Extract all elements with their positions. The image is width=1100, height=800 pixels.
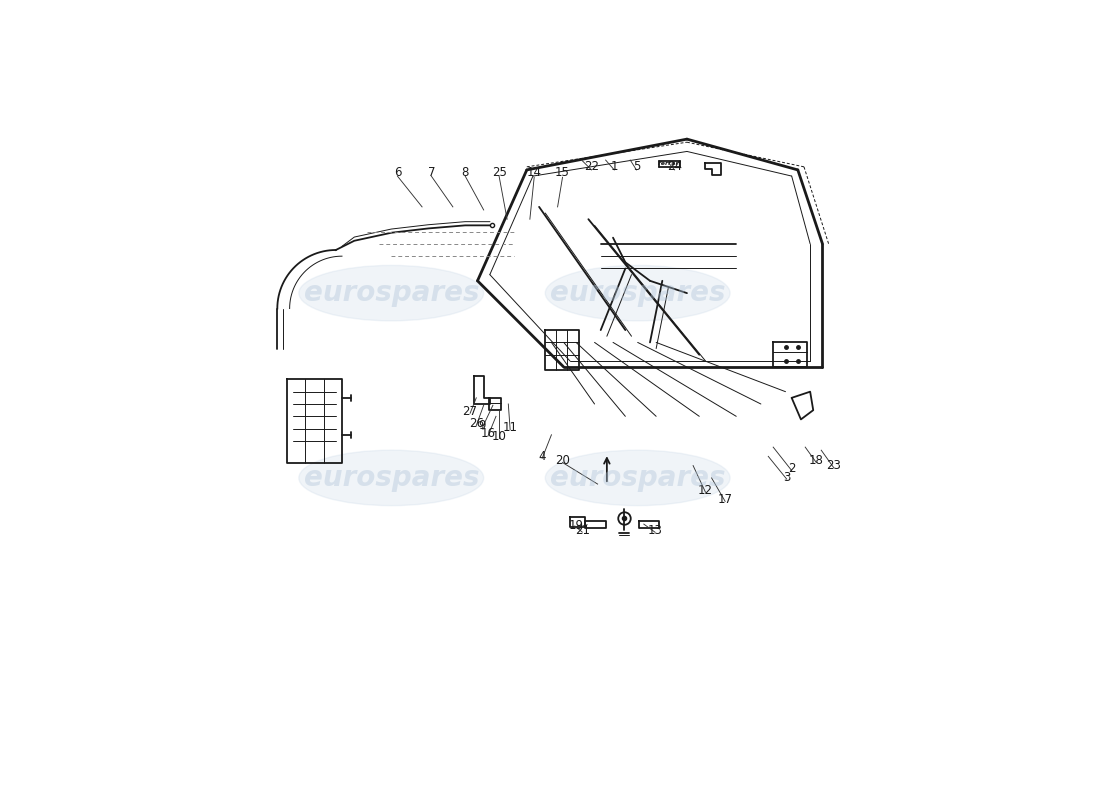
Text: 9: 9: [478, 419, 486, 432]
Text: 7: 7: [428, 166, 436, 179]
Text: 8: 8: [462, 166, 469, 179]
Text: 24: 24: [667, 160, 682, 174]
Text: 25: 25: [492, 166, 506, 179]
Text: 16: 16: [481, 427, 495, 440]
Text: eurospares: eurospares: [550, 279, 725, 307]
Text: 13: 13: [648, 524, 662, 537]
Text: eurospares: eurospares: [550, 464, 725, 492]
Ellipse shape: [299, 266, 484, 321]
Text: 1: 1: [610, 160, 618, 174]
Text: 14: 14: [527, 166, 541, 179]
Text: 6: 6: [394, 166, 402, 179]
Text: 11: 11: [503, 421, 518, 434]
Text: 15: 15: [556, 166, 570, 179]
Text: 3: 3: [783, 471, 791, 485]
Text: 20: 20: [556, 454, 570, 467]
Text: 4: 4: [538, 450, 546, 463]
Text: 18: 18: [808, 454, 824, 467]
Text: eurospares: eurospares: [304, 464, 478, 492]
Text: 21: 21: [574, 524, 590, 537]
Ellipse shape: [546, 266, 730, 321]
Text: 23: 23: [826, 459, 842, 472]
Ellipse shape: [299, 450, 484, 506]
Text: 26: 26: [469, 418, 484, 430]
Text: 22: 22: [584, 160, 600, 174]
Ellipse shape: [546, 450, 730, 506]
Text: 2: 2: [788, 462, 795, 475]
Text: eurospares: eurospares: [304, 279, 478, 307]
Text: 5: 5: [632, 160, 640, 174]
Text: Ferrari: Ferrari: [658, 162, 682, 166]
Text: 27: 27: [463, 405, 477, 418]
Text: 10: 10: [492, 430, 506, 442]
Text: 17: 17: [717, 493, 733, 506]
Text: 19: 19: [569, 519, 584, 533]
Text: 12: 12: [697, 484, 713, 497]
